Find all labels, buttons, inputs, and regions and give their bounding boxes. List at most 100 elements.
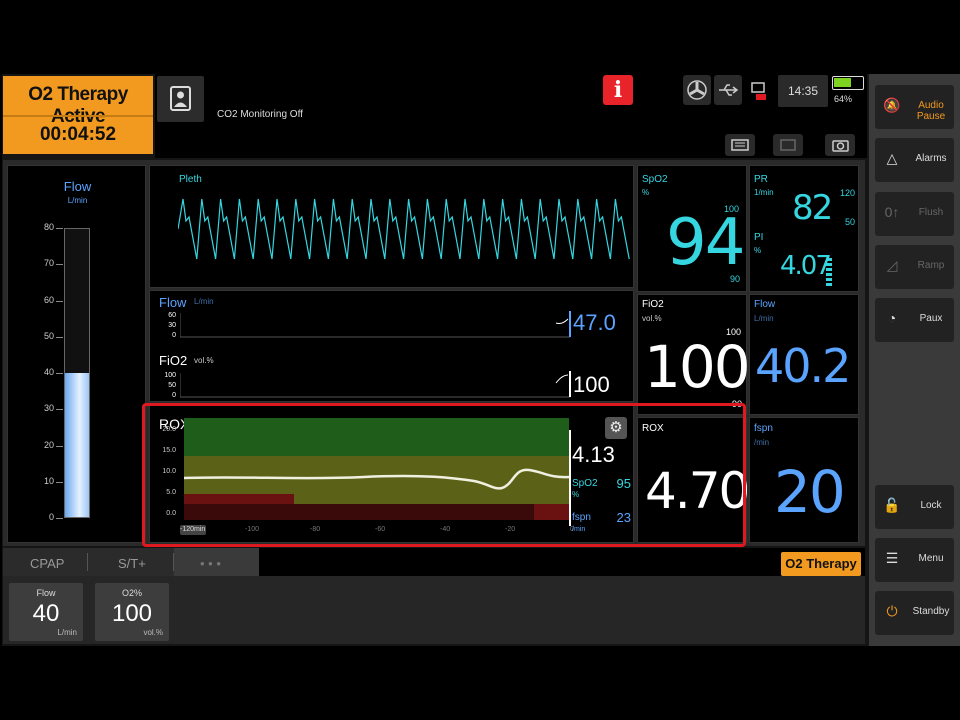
rox-highlight-box bbox=[142, 403, 746, 547]
rox-x-tick-label: -100 bbox=[245, 526, 260, 533]
flow-bar-tick bbox=[56, 300, 63, 302]
standby-button[interactable]: ⏻ Standby bbox=[875, 591, 954, 635]
battery-icon bbox=[832, 76, 864, 90]
rox-y-tick-label: 15.0 bbox=[162, 447, 176, 454]
spo2-tile[interactable]: SpO2 % 100 90 94 bbox=[637, 165, 747, 292]
rox-trend-label: ROX bbox=[159, 416, 190, 432]
fio2-unit: vol.% bbox=[642, 314, 662, 323]
flow-bar-tick bbox=[56, 445, 63, 447]
tab-divider bbox=[87, 553, 88, 571]
setting-o2[interactable]: O2% 100 vol.% bbox=[95, 583, 169, 641]
rox-zone-green bbox=[184, 418, 569, 456]
camera-button[interactable] bbox=[825, 134, 855, 156]
setting-flow[interactable]: Flow 40 L/min bbox=[9, 583, 83, 641]
ramp-button[interactable]: ◿ Ramp bbox=[875, 245, 954, 289]
menu-button[interactable]: ☰ Menu bbox=[875, 538, 954, 582]
pr-unit: 1/min bbox=[754, 188, 774, 197]
alarm-title: O2 Therapy Active bbox=[28, 84, 128, 127]
usb-button[interactable] bbox=[714, 75, 742, 105]
standby-icon: ⏻ bbox=[886, 603, 898, 619]
pr-tile[interactable]: PR 1/min 120 50 82 PI % 4.07 bbox=[749, 165, 859, 292]
pi-value: 4.07 bbox=[780, 251, 832, 281]
trend-panel: Flow L/min 60 30 0 47.0 FiO2 vol.% 100 5… bbox=[149, 290, 634, 402]
fio2-trend-label: FiO2 bbox=[159, 353, 188, 368]
lock-label: Lock bbox=[920, 500, 942, 511]
fio2-trend-tick-50: 50 bbox=[168, 382, 176, 389]
rox-zone-red-right bbox=[534, 504, 569, 520]
flow-bar-tick-label: 40 bbox=[43, 367, 54, 377]
flow-bar-fill bbox=[65, 373, 89, 517]
rox-y-tick-label: 5.0 bbox=[166, 489, 176, 496]
ramp-label: Ramp bbox=[917, 260, 945, 271]
camera-icon bbox=[832, 140, 849, 152]
flow-bar-tick-label: 50 bbox=[43, 330, 54, 341]
lock-button[interactable]: 🔓 Lock bbox=[875, 485, 954, 529]
audio-pause-button[interactable]: 🔕 Audio Pause bbox=[875, 85, 954, 129]
ramp-icon: ◿ bbox=[886, 257, 898, 273]
rox-trend-current-value: 4.13 bbox=[572, 442, 615, 467]
flow-label: Flow bbox=[754, 299, 776, 310]
rox-y-tick-label: 10.0 bbox=[162, 468, 176, 475]
tab-more[interactable] bbox=[174, 548, 259, 576]
pleth-panel: Pleth bbox=[149, 165, 634, 288]
info-button[interactable]: i bbox=[603, 75, 633, 105]
fspn-unit: /min bbox=[754, 438, 770, 447]
rox-x-range-chip[interactable] bbox=[180, 525, 206, 535]
rox-zone-red-left bbox=[184, 494, 294, 504]
keyboard-icon bbox=[731, 139, 749, 151]
fspn-label: fspn bbox=[754, 423, 773, 434]
flow-value: 40.2 bbox=[755, 339, 851, 393]
flow-trend-value: 47.0 bbox=[573, 310, 616, 335]
fio2-tile[interactable]: FiO2 vol.% 100 90 100 bbox=[637, 294, 751, 415]
lock-icon: 🔓 bbox=[883, 497, 901, 513]
pr-low-limit: 50 bbox=[845, 217, 856, 227]
rox-settings-gear-icon[interactable]: ⚙ bbox=[605, 417, 627, 439]
tab-more-label: • • • bbox=[200, 556, 221, 571]
pr-high-limit: 120 bbox=[840, 188, 856, 198]
flush-label: Flush bbox=[918, 207, 944, 218]
fio2-trend-tick-100: 100 bbox=[164, 372, 176, 379]
flow-bar-tick bbox=[56, 481, 63, 483]
tab-cpap-label: CPAP bbox=[30, 556, 65, 571]
menu-label: Menu bbox=[918, 553, 944, 564]
flow-bar-tick-label: 80 bbox=[43, 222, 54, 232]
keyboard-button[interactable] bbox=[725, 134, 755, 156]
pr-value: 82 bbox=[792, 188, 833, 228]
rox-spo2-label: SpO2 bbox=[572, 478, 598, 489]
rox-x-unit: /min bbox=[572, 526, 586, 533]
alarms-button[interactable]: △ Alarms bbox=[875, 138, 954, 182]
standby-label: Standby bbox=[912, 606, 950, 617]
flow-trend-unit: L/min bbox=[194, 297, 214, 306]
patient-icon bbox=[170, 86, 191, 111]
rox-trend-panel: ROX 20.0 15.0 10.0 5.0 0.0 -120min -100 -80 -60… bbox=[149, 405, 634, 543]
flush-button[interactable]: 0↑ Flush bbox=[875, 192, 954, 236]
pi-unit: % bbox=[754, 246, 762, 255]
setting-o2-value: 100 bbox=[111, 600, 153, 627]
tab-divider bbox=[173, 553, 174, 571]
record-button[interactable] bbox=[773, 134, 803, 156]
rox-tile[interactable]: ROX 4.70 bbox=[637, 417, 750, 543]
battery-fill bbox=[834, 78, 852, 87]
flow-bar-tick-label: 10 bbox=[43, 475, 54, 486]
fspn-tile[interactable]: fspn /min 20 bbox=[749, 417, 859, 543]
alarm-banner[interactable]: O2 Therapy Active 00:04:52 bbox=[3, 76, 153, 154]
flow-bar-panel: Flow L/min 80 70 60 50 40 30 20 10 0 bbox=[7, 165, 146, 543]
paux-button[interactable]: ◔ Paux bbox=[875, 298, 954, 342]
pleth-waveform bbox=[178, 198, 630, 260]
paux-label: Paux bbox=[919, 313, 943, 324]
battery-percent: 64% bbox=[834, 94, 853, 104]
menu-icon: ☰ bbox=[885, 550, 899, 566]
setting-o2-name: O2% bbox=[121, 588, 142, 598]
flow-unit: L/min bbox=[754, 314, 774, 323]
fan-button[interactable] bbox=[683, 75, 711, 105]
fio2-trend-cursor bbox=[569, 371, 571, 397]
spo2-high-limit: 100 bbox=[724, 204, 740, 214]
flow-bar-tick-label: 30 bbox=[43, 403, 54, 414]
patient-button[interactable] bbox=[157, 76, 204, 122]
flow-tile[interactable]: Flow L/min 40.2 bbox=[749, 294, 859, 415]
alarms-icon: △ bbox=[886, 150, 898, 166]
tab-o2-therapy[interactable]: O2 Therapy bbox=[781, 552, 861, 576]
setting-flow-unit: L/min bbox=[57, 628, 77, 637]
rox-y-tick-label: 0.0 bbox=[166, 510, 176, 517]
flow-bar-tick bbox=[56, 409, 63, 411]
